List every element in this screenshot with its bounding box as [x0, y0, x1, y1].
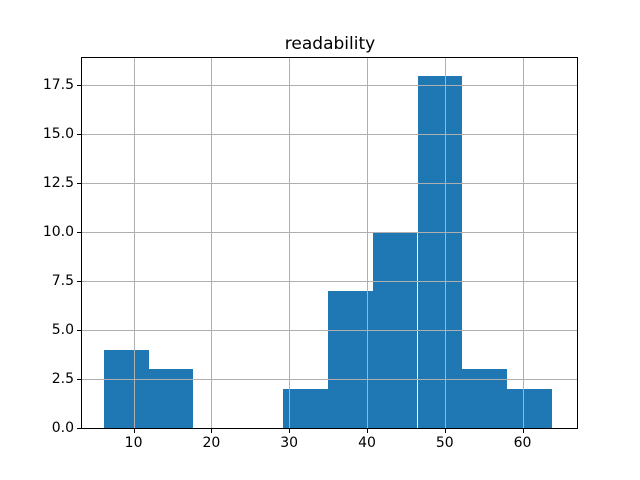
gridline-horizontal: [82, 232, 577, 234]
x-tick-mark: [444, 429, 446, 433]
gridline-vertical: [133, 58, 135, 428]
gridline-horizontal: [82, 134, 577, 136]
y-tick-mark: [77, 134, 81, 136]
chart-title: readability: [284, 34, 376, 54]
x-tick-mark: [211, 429, 213, 433]
histogram-bar: [372, 232, 418, 428]
gridline-horizontal: [82, 85, 577, 87]
x-tick-mark: [367, 429, 368, 433]
plot-area: [81, 57, 578, 429]
y-tick-label: 7.5: [51, 273, 74, 290]
y-tick-mark: [77, 85, 81, 87]
x-tick-label: 50: [435, 435, 454, 451]
gridline-vertical: [211, 58, 213, 428]
gridline-horizontal: [82, 281, 577, 283]
x-tick-label: 10: [124, 435, 143, 451]
y-tick-mark: [77, 232, 81, 234]
x-tick-mark: [522, 429, 524, 433]
y-tick-label: 5.0: [51, 322, 74, 339]
y-tick-label: 10.0: [42, 224, 74, 241]
histogram-bar: [417, 75, 463, 428]
x-tick-mark: [289, 429, 291, 433]
y-tick-label: 2.5: [51, 371, 74, 388]
x-tick-label: 20: [202, 435, 221, 451]
gridline-vertical: [444, 58, 446, 428]
y-tick-label: 15.0: [42, 126, 74, 143]
y-tick-mark: [77, 379, 81, 381]
x-tick-mark: [133, 429, 135, 433]
y-tick-mark: [77, 330, 81, 332]
histogram-bar: [148, 369, 194, 428]
gridline-horizontal: [82, 379, 577, 381]
x-tick-label: 40: [358, 435, 376, 451]
x-tick-label: 60: [513, 435, 532, 451]
histogram-bar: [462, 369, 508, 428]
y-tick-mark: [77, 281, 81, 283]
y-tick-label: 17.5: [42, 77, 74, 94]
y-tick-label: 0.0: [51, 420, 74, 436]
y-tick-label: 12.5: [42, 175, 74, 192]
gridline-horizontal: [82, 330, 577, 332]
x-tick-label: 30: [280, 435, 299, 451]
gridline-vertical: [289, 58, 291, 428]
histogram-bar: [507, 388, 552, 428]
histogram-bar: [104, 349, 149, 428]
gridline-vertical: [522, 58, 524, 428]
histogram-bar: [328, 291, 373, 428]
y-tick-mark: [77, 428, 81, 429]
gridline-horizontal: [82, 183, 577, 185]
y-tick-mark: [77, 183, 81, 185]
gridline-vertical: [367, 58, 368, 428]
histogram-bar: [283, 388, 328, 428]
